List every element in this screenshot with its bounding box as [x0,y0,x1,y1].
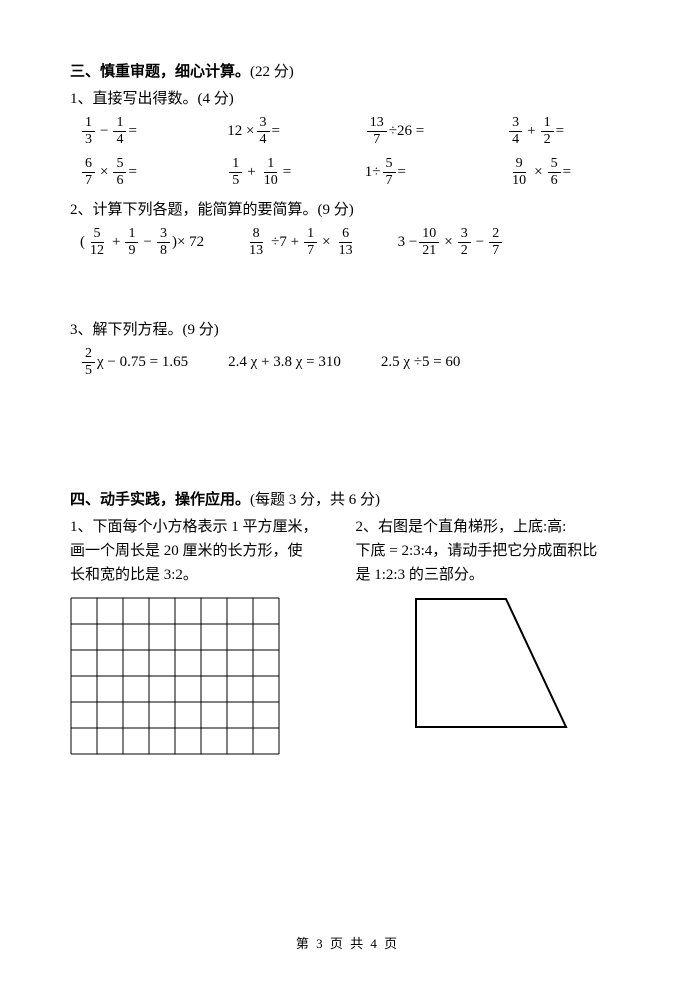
q1-r2-e3: 1÷ 57 = [365,157,507,188]
q1-r1-e4: 34 + 12 = [507,116,625,147]
grid-figure [70,597,340,755]
s4-q1: 1、下面每个小方格表示 1 平方厘米， 画一个周长是 20 厘米的长方形，使 长… [70,515,340,755]
section-4-title: 四、动手实践，操作应用。(每题 3 分，共 6 分) [70,488,625,509]
q2-e1: ( 512 + 19 − 38 ) × 72 [80,227,204,258]
q1-r2-e4: 910 × 56 = [507,157,625,188]
q3-e2: 2.4 χ + 3.8 χ = 310 [228,347,341,378]
q2-e2: 813 ÷7 + 17 × 613 [244,227,357,258]
section-3-title-bold: 三、慎重审题，细心计算。 [70,64,250,80]
q1-r2-e2: 15 + 110 = [227,157,364,188]
s4-q1-l2: 画一个周长是 20 厘米的长方形，使 [70,539,340,563]
grid-icon [70,597,280,755]
trapezoid-figure [386,597,626,739]
section-3-pts: (22 分) [250,64,294,80]
s4-q2-l2: 下底 = 2:3:4，请动手把它分成面积比 [356,539,626,563]
q3-e1: 25 χ − 0.75 = 1.65 [80,347,188,378]
section-3-title: 三、慎重审题，细心计算。(22 分) [70,60,625,81]
page-footer: 第 3 页 共 4 页 [0,933,695,952]
s4-q1-l3: 长和宽的比是 3:2。 [70,563,340,587]
q1-r2-e1: 67 × 56 = [80,157,227,188]
q2-e3: 3 − 1021 × 32 − 27 [398,227,505,258]
q1-row1: 13 − 14 = 12 × 34 = 137 ÷26 = 34 + 12 = [70,116,625,147]
q3-title: 3、解下列方程。(9 分) [70,318,625,339]
s4-q2-l3: 是 1:2:3 的三部分。 [356,563,626,587]
q3-e3: 2.5 χ ÷5 = 60 [381,347,461,378]
trapezoid-icon [386,597,570,731]
section-4-body: 1、下面每个小方格表示 1 平方厘米， 画一个周长是 20 厘米的长方形，使 长… [70,515,625,755]
q1-row2: 67 × 56 = 15 + 110 = 1÷ 57 = 910 × 56 = [70,157,625,188]
q1-r1-e3: 137 ÷26 = [365,116,507,147]
q1-r1-e2: 12 × 34 = [227,116,364,147]
s4-q1-l1: 1、下面每个小方格表示 1 平方厘米， [70,515,340,539]
q1-title: 1、直接写出得数。(4 分) [70,87,625,108]
section-4-title-bold: 四、动手实践，操作应用。 [70,492,250,508]
q3-row: 25 χ − 0.75 = 1.65 2.4 χ + 3.8 χ = 310 2… [80,347,625,378]
s4-q2: 2、右图是个直角梯形，上底:高: 下底 = 2:3:4，请动手把它分成面积比 是… [356,515,626,755]
section-4-pts: (每题 3 分，共 6 分) [250,492,380,508]
q1-r1-e1: 13 − 14 = [80,116,227,147]
s4-q2-l1: 2、右图是个直角梯形，上底:高: [356,515,626,539]
q2-title: 2、计算下列各题，能简算的要简算。(9 分) [70,198,625,219]
q2-row: ( 512 + 19 − 38 ) × 72 813 ÷7 + 17 × 613… [80,227,625,258]
